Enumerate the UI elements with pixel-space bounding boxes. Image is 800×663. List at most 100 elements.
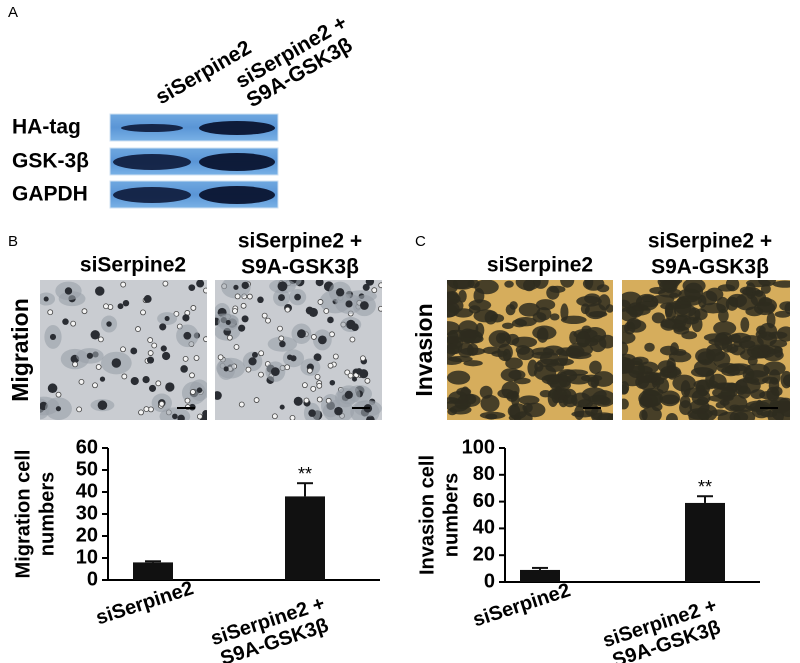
cell-clump [584, 402, 599, 417]
cell-clump [560, 303, 569, 321]
cell-clump [669, 292, 679, 299]
y-tick-label: 0 [484, 570, 495, 592]
y-axis-label-line: Migration cell [12, 450, 34, 579]
bar [685, 502, 725, 582]
cell-clump [597, 413, 613, 420]
image-title-group: siSerpine2 + S9A-GSK3β [648, 230, 772, 279]
cell-clump [495, 332, 506, 344]
pore [92, 382, 98, 389]
cell-clump [757, 331, 777, 347]
cell-clump [447, 301, 460, 318]
pore [323, 308, 330, 314]
y-tick-label: 40 [473, 517, 495, 539]
cell-clump [644, 342, 655, 352]
blot-band [113, 154, 191, 170]
pore [203, 336, 207, 343]
cell-clump [584, 303, 607, 320]
cell-clump [766, 311, 776, 329]
y-tick-label: 20 [76, 524, 98, 546]
cell-clump [668, 300, 692, 309]
cell-clump [763, 361, 786, 376]
cell-clump [500, 368, 522, 382]
cell-nucleus [359, 369, 369, 379]
panel-label: B [8, 233, 18, 250]
cell-nucleus [165, 382, 175, 392]
pore [47, 309, 54, 316]
cell-nucleus [277, 281, 288, 292]
cell-nucleus [225, 319, 231, 325]
cell-clump [740, 317, 750, 333]
cell-nucleus [365, 280, 375, 286]
cell-clump [739, 340, 756, 349]
pore [217, 354, 224, 361]
cell-clump [745, 400, 771, 412]
pore [316, 382, 323, 389]
cell-nucleus [362, 283, 370, 291]
pore [226, 334, 233, 341]
cell-nucleus [162, 351, 171, 361]
cell-clump [697, 351, 714, 366]
y-axis-label-line: Invasion cell [416, 455, 438, 575]
cell-clump [490, 314, 505, 323]
cell-nucleus [366, 415, 375, 420]
cell-nucleus [344, 390, 353, 399]
lane-label-group: siSerpine2 +S9A-GSK3β [232, 11, 357, 112]
y-tick-label: 20 [473, 543, 495, 565]
cell-clump [502, 322, 514, 329]
micrograph-cells [447, 280, 613, 420]
cell-nucleus [142, 375, 150, 384]
pore [377, 305, 382, 312]
pore [147, 337, 154, 343]
pore [120, 281, 127, 288]
cell-clump [447, 343, 460, 355]
cell-nucleus [241, 281, 249, 290]
cell-clump [624, 321, 636, 335]
panel-label: C [415, 233, 426, 250]
x-tick-label-group: siSerpine2 +S9A-GSK3β [600, 595, 723, 663]
cell-clump [622, 384, 629, 395]
cell-clump [505, 304, 516, 316]
y-axis-label: Migration cell numbers [12, 450, 58, 579]
image-title-group: siSerpine2 [487, 254, 593, 277]
pore [238, 401, 245, 408]
blot-row-label: GAPDH [12, 183, 88, 206]
cell-clump [523, 280, 536, 292]
pore [190, 305, 197, 311]
blot-band [199, 186, 275, 204]
cell-clump [773, 346, 783, 358]
cell-clump [713, 321, 737, 336]
cell-clump [598, 334, 613, 349]
pore [72, 361, 78, 368]
pore [143, 406, 150, 412]
cell-nucleus [270, 367, 280, 376]
cell-clump [659, 280, 683, 286]
cell-nucleus [99, 376, 106, 382]
panel-label: A [8, 4, 18, 21]
cell-clump [533, 365, 557, 381]
micrograph [622, 280, 790, 420]
y-axis-label-line: numbers [440, 473, 462, 557]
pore [310, 334, 317, 340]
pore [182, 355, 189, 362]
pore [155, 380, 162, 387]
cell-clump [622, 341, 629, 357]
micrograph [447, 280, 613, 420]
y-axis-label-line: numbers [36, 472, 58, 556]
blot-band [199, 153, 275, 171]
cell-nucleus [315, 280, 324, 287]
cell-clump [549, 285, 566, 293]
cell-clump [744, 370, 770, 385]
cell-clump [506, 390, 519, 402]
cell-nucleus [294, 293, 301, 301]
pore [258, 371, 264, 378]
cell-nucleus [313, 353, 322, 362]
cell-nucleus [143, 295, 152, 303]
cell-nucleus [294, 398, 301, 405]
micrograph-cells [40, 280, 207, 420]
pore [316, 396, 323, 403]
pore [265, 317, 271, 324]
cell-nucleus [130, 376, 139, 386]
cell-nucleus [360, 301, 369, 310]
cell-clump [660, 394, 680, 405]
